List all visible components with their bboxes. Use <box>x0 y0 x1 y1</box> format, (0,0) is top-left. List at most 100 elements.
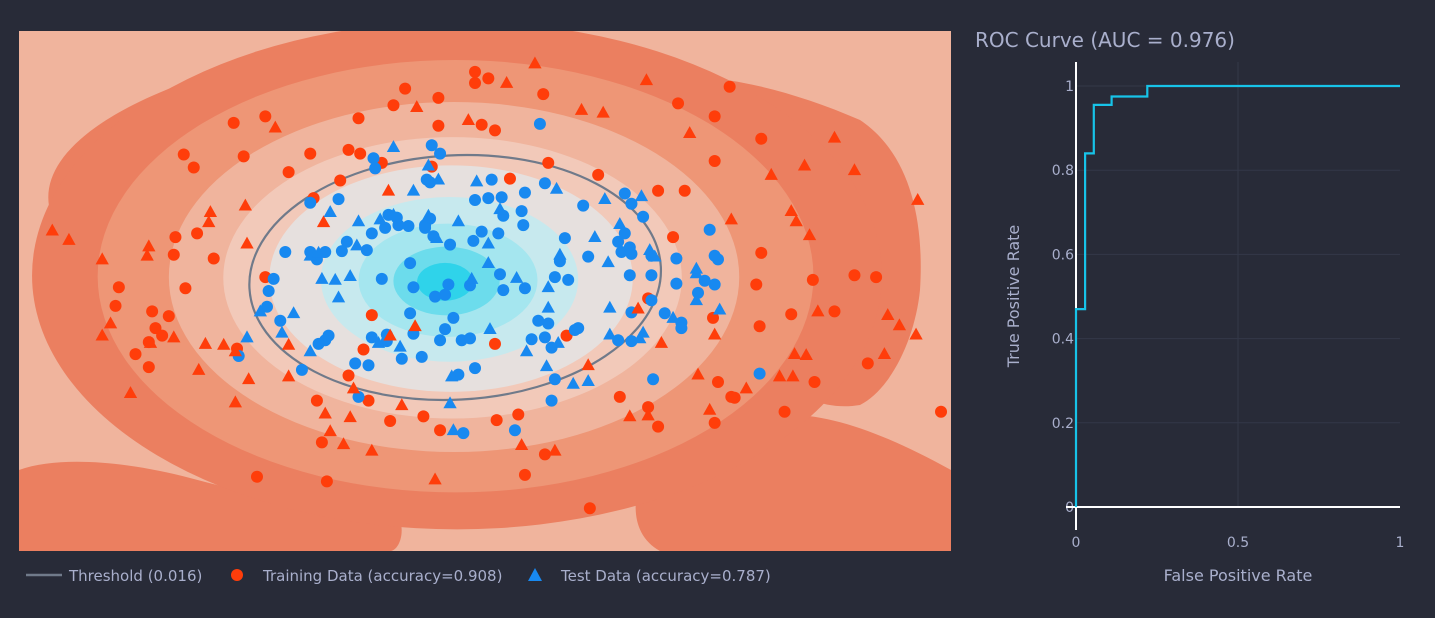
train-point-class-b <box>262 285 275 297</box>
test-point-class-a <box>631 301 645 314</box>
test-point-class-a <box>228 344 243 357</box>
train-point-class-a <box>237 150 250 163</box>
test-point-class-b <box>406 183 421 196</box>
test-point-class-a <box>596 105 610 118</box>
train-point-class-b <box>625 197 638 210</box>
test-point-class-a <box>739 381 753 394</box>
test-point-class-a <box>654 336 669 348</box>
train-point-class-a <box>518 468 531 481</box>
train-point-class-a <box>399 82 412 95</box>
test-point-class-b <box>566 376 580 389</box>
train-point-class-b <box>625 247 638 260</box>
train-point-class-a <box>667 231 680 244</box>
train-point-class-a <box>707 311 720 324</box>
train-point-class-b <box>420 173 433 186</box>
test-point-class-a <box>892 318 907 331</box>
test-point-class-b <box>643 243 657 256</box>
train-point-class-b <box>349 357 362 370</box>
train-point-class-a <box>387 99 400 112</box>
train-point-class-b <box>517 219 530 232</box>
test-point-class-a <box>724 212 738 225</box>
train-point-class-b <box>295 363 308 376</box>
test-point-class-a <box>639 73 654 86</box>
train-point-class-a <box>384 415 397 427</box>
train-point-class-b <box>518 282 531 295</box>
test-point-class-b <box>350 238 364 251</box>
train-point-class-a <box>755 246 768 259</box>
train-point-class-b <box>425 139 438 152</box>
train-point-class-b <box>708 278 721 291</box>
train-point-class-b <box>429 290 442 303</box>
test-point-class-a <box>343 410 357 423</box>
train-point-class-b <box>515 205 528 218</box>
test-point-class-b <box>470 174 484 187</box>
train-point-class-a <box>678 184 691 197</box>
test-point-class-b <box>603 327 617 340</box>
train-point-class-b <box>548 373 561 386</box>
train-point-class-b <box>658 307 671 320</box>
train-point-class-a <box>583 502 596 515</box>
test-point-class-a <box>346 381 361 394</box>
train-point-class-b <box>538 177 551 190</box>
train-point-class-b <box>419 221 432 234</box>
test-point-class-b <box>451 214 466 227</box>
test-point-class-b <box>539 359 554 372</box>
train-point-class-a <box>753 320 766 333</box>
test-point-class-a <box>45 223 59 236</box>
train-point-class-b <box>675 322 688 335</box>
test-point-class-a <box>909 327 923 340</box>
test-point-class-b <box>253 304 267 317</box>
roc-y-tick-label: 0.4 <box>1052 332 1074 348</box>
train-point-class-a <box>227 116 240 129</box>
train-point-class-b <box>625 335 638 348</box>
test-point-class-a <box>789 214 803 227</box>
test-point-class-b <box>648 249 662 262</box>
legend-test-label: Test Data (accuracy=0.787) <box>560 567 771 585</box>
train-point-class-b <box>369 162 382 175</box>
test-point-class-a <box>323 424 337 437</box>
test-point-class-a <box>703 402 717 415</box>
test-point-class-b <box>373 212 387 225</box>
test-point-class-a <box>198 336 213 349</box>
test-point-class-b <box>553 247 567 260</box>
test-point-class-b <box>634 189 649 202</box>
train-point-class-b <box>582 250 595 263</box>
train-point-class-b <box>444 238 457 251</box>
test-point-class-b <box>493 202 507 215</box>
train-point-class-a <box>538 448 551 461</box>
test-point-class-b <box>509 271 524 283</box>
train-point-class-b <box>352 390 365 403</box>
train-point-class-b <box>360 244 373 257</box>
train-point-class-b <box>395 352 408 365</box>
test-point-class-a <box>381 183 396 196</box>
test-point-class-b <box>445 369 459 382</box>
train-point-class-a <box>354 147 367 160</box>
train-point-class-b <box>439 288 452 301</box>
legend-training-swatch <box>231 569 243 581</box>
test-point-class-b <box>431 172 446 185</box>
test-point-class-b <box>323 205 337 217</box>
train-point-class-a <box>304 147 317 160</box>
train-point-class-b <box>434 334 447 347</box>
train-point-class-a <box>469 65 482 78</box>
test-point-class-b <box>351 214 366 227</box>
test-point-class-b <box>598 192 612 204</box>
train-point-class-b <box>475 225 488 238</box>
test-point-class-a <box>847 163 862 176</box>
test-point-class-a <box>268 120 282 133</box>
train-point-class-b <box>572 322 585 335</box>
test-point-class-a <box>140 248 154 261</box>
test-point-class-a <box>281 369 296 382</box>
legend-threshold-label: Threshold (0.016) <box>68 567 202 585</box>
train-point-class-a <box>512 408 525 421</box>
test-point-class-a <box>192 362 206 375</box>
test-point-class-a <box>574 102 589 115</box>
train-point-class-b <box>645 294 658 307</box>
test-point-class-a <box>318 406 332 419</box>
train-point-class-a <box>806 273 819 286</box>
train-point-class-a <box>785 308 798 321</box>
train-point-class-a <box>870 271 883 284</box>
test-point-class-b <box>286 306 301 319</box>
test-point-class-a <box>827 130 842 143</box>
